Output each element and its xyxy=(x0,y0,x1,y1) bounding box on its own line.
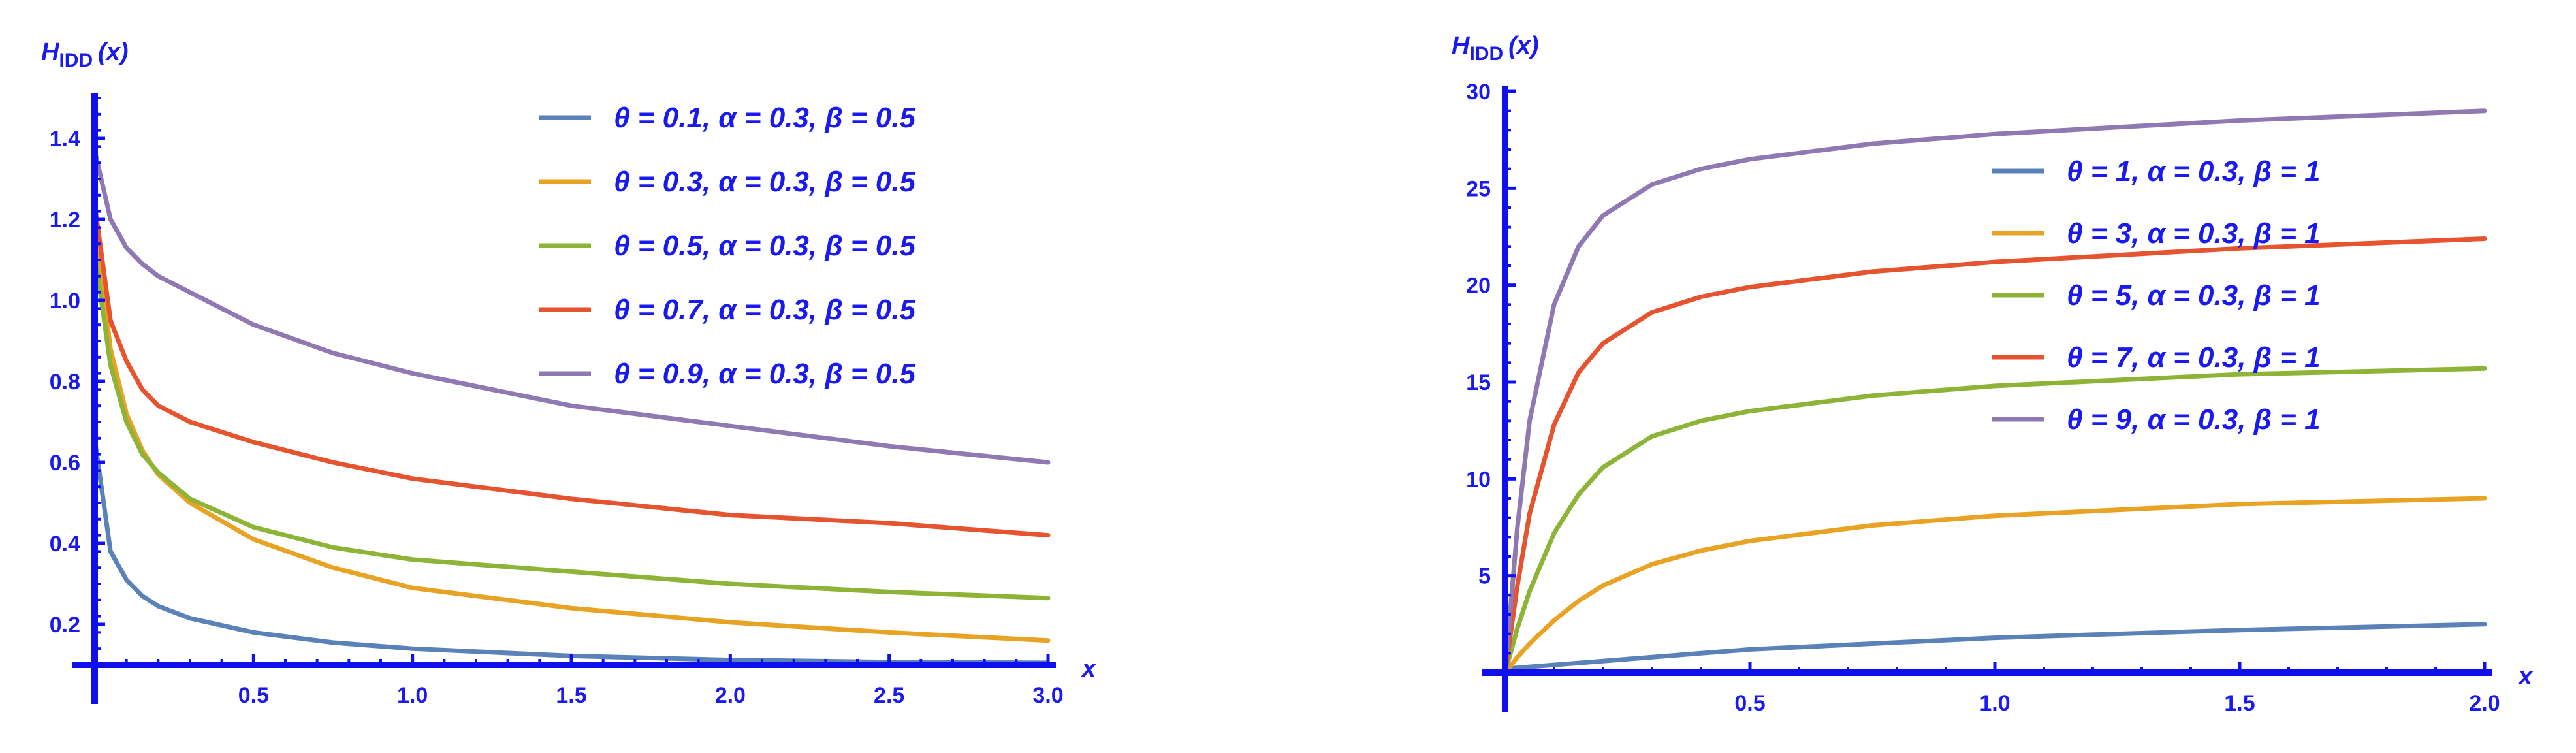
legend-label-4: θ = 0.7, α = 0.3, β = 0.5 xyxy=(614,294,915,326)
x-axis-title: x xyxy=(2517,663,2534,690)
series-line-2 xyxy=(93,225,1051,643)
series-line-3 xyxy=(1503,366,2487,675)
x-tick-label: 0.5 xyxy=(238,683,269,708)
legend-label-1: θ = 1, α = 0.3, β = 1 xyxy=(2067,155,2321,187)
legend-label-3: θ = 5, α = 0.3, β = 1 xyxy=(2067,280,2321,312)
legend-label-4: θ = 7, α = 0.3, β = 1 xyxy=(2067,342,2321,374)
y-tick-label: 1.0 xyxy=(50,289,80,313)
y-tick-label: 20 xyxy=(1466,274,1491,298)
x-tick-label: 2.0 xyxy=(715,683,746,708)
x-tick-label: 3.0 xyxy=(1032,683,1063,708)
y-tick-label: 0.4 xyxy=(50,532,80,556)
y-tick-label: 15 xyxy=(1466,370,1491,395)
series-line-4 xyxy=(93,209,1051,538)
y-tick-label: 30 xyxy=(1466,80,1491,104)
series-line-5 xyxy=(93,152,1051,465)
x-tick-label: 0.5 xyxy=(1734,691,1765,716)
legend-label-2: θ = 3, α = 0.3, β = 1 xyxy=(2067,217,2321,249)
x-tick-label: 1.5 xyxy=(556,683,586,708)
y-tick-label: 0.8 xyxy=(50,370,80,394)
legend-label-2: θ = 0.3, α = 0.3, β = 0.5 xyxy=(614,166,915,198)
series-line-1 xyxy=(1503,622,2487,671)
y-axis-title: HIDD (x) xyxy=(1452,32,1539,65)
right-chart-panel: 0.5 1.0 1.5 2.0 5 10 15 20 25 30 HIDD (x) x θ = 1, α … xyxy=(1452,32,2534,716)
series-line-2 xyxy=(1503,496,2487,675)
series-line-3 xyxy=(93,257,1051,601)
y-tick-label: 1.2 xyxy=(50,208,80,232)
legend-label-3: θ = 0.5, α = 0.3, β = 0.5 xyxy=(614,230,915,262)
y-tick-label: 0.6 xyxy=(50,451,80,475)
x-tick-label: 1.5 xyxy=(2224,691,2255,716)
series-line-5 xyxy=(1503,108,2487,675)
x-tick-label: 2.0 xyxy=(2469,691,2500,716)
legend-label-5: θ = 0.9, α = 0.3, β = 0.5 xyxy=(614,358,915,390)
legend-label-1: θ = 0.1, α = 0.3, β = 0.5 xyxy=(614,102,915,134)
y-tick-label: 10 xyxy=(1466,467,1491,492)
series-line-4 xyxy=(1503,236,2487,675)
x-tick-label: 2.5 xyxy=(874,683,904,708)
legend-label-5: θ = 9, α = 0.3, β = 1 xyxy=(2067,404,2321,436)
x-axis-title: x xyxy=(1081,655,1097,682)
y-axis-title: HIDD (x) xyxy=(41,39,129,71)
y-tick-label: 25 xyxy=(1466,176,1491,201)
x-tick-label: 1.0 xyxy=(397,683,428,708)
left-chart-panel: 0.5 1.0 1.5 2.0 2.5 3.0 0.2 0.4 0.6 0.8 1.0 1.2 1.4 H… xyxy=(41,39,1097,708)
series-line-1 xyxy=(93,443,1051,665)
x-tick-label: 1.0 xyxy=(1979,691,2010,716)
y-tick-label: 5 xyxy=(1478,564,1491,589)
y-tick-label: 0.2 xyxy=(50,613,80,637)
y-tick-label: 1.4 xyxy=(50,127,80,152)
